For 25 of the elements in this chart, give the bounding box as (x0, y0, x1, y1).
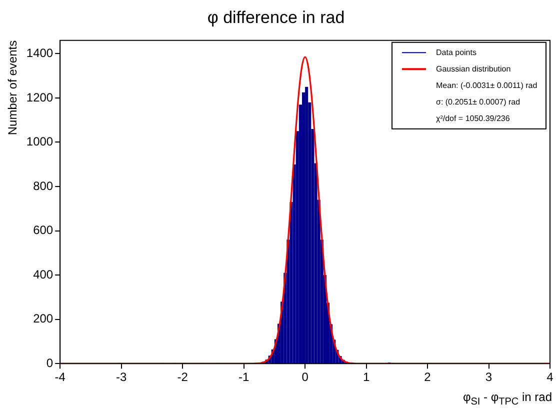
x-tick-label: -2 (177, 370, 188, 384)
annotation: Mean: (-0.0031± 0.0011) rad (436, 80, 538, 90)
x-tick-label: 2 (424, 370, 432, 384)
x-tick-label: -4 (54, 370, 66, 384)
x-tick-label: 0 (302, 370, 309, 384)
y-tick-label: 600 (33, 223, 54, 238)
y-tick-label: 200 (33, 312, 54, 326)
legend-label: Data points (436, 48, 476, 57)
legend-label: Gaussian distribution (436, 64, 511, 74)
annotation: χ²/dof = 1050.39/236 (436, 114, 510, 123)
y-axis-title: Number of events (6, 40, 20, 136)
y-tick-label: 1200 (26, 90, 54, 104)
y-tick-label: 1000 (26, 134, 54, 149)
x-tick-label: 4 (546, 370, 554, 384)
x-tick-label: 1 (362, 370, 370, 384)
chart-title: φ difference in rad (207, 8, 345, 27)
y-tick-label: 400 (33, 267, 54, 282)
x-axis-title: φ$_{SI}$ - φ$_{TPC}$ in rad (462, 390, 552, 407)
x-tick-label: -3 (116, 370, 127, 384)
y-tick-label: 800 (33, 178, 54, 193)
x-tick-label: 3 (485, 370, 492, 384)
y-tick-label: 0 (46, 356, 54, 370)
x-tick-label: -1 (238, 370, 250, 384)
annotation: σ: (0.2051± 0.0007) rad (436, 97, 520, 106)
y-tick-label: 1400 (26, 46, 54, 60)
